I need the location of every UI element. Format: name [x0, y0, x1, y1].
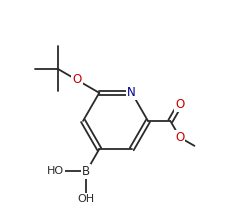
- Text: B: B: [82, 165, 91, 178]
- Text: HO: HO: [47, 166, 64, 176]
- Text: O: O: [175, 98, 185, 111]
- Text: N: N: [127, 86, 136, 99]
- Text: OH: OH: [78, 194, 95, 204]
- Text: O: O: [175, 131, 185, 144]
- Text: O: O: [72, 73, 82, 86]
